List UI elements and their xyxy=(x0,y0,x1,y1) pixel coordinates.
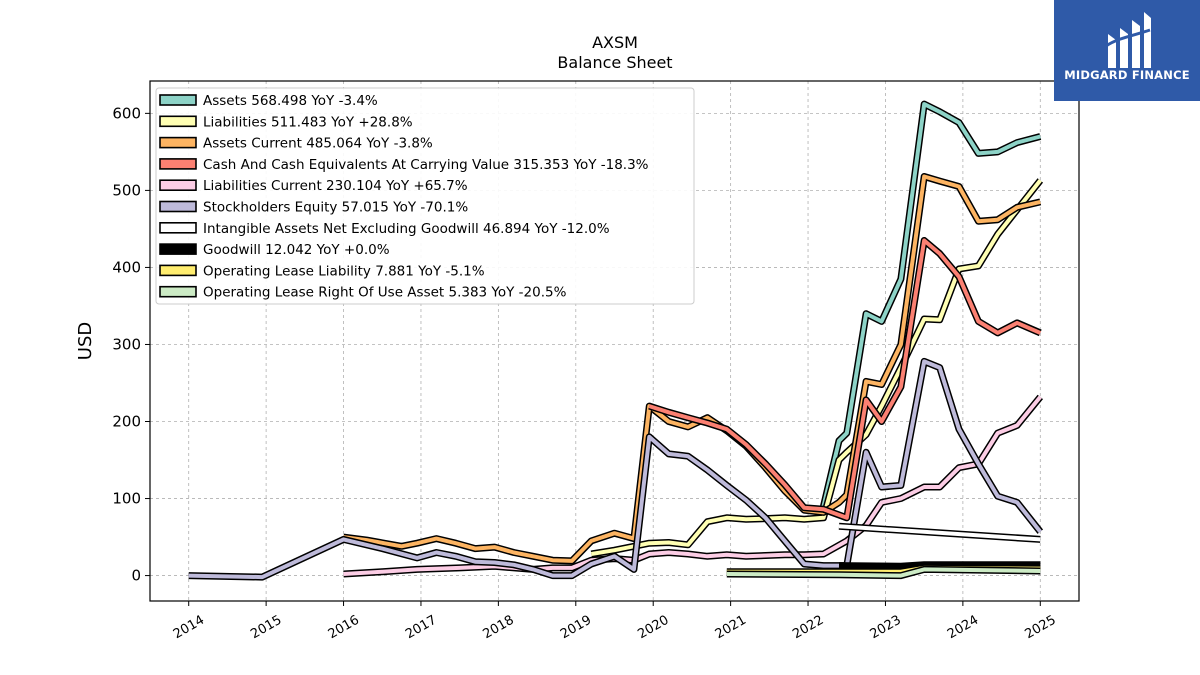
series-1 xyxy=(590,178,1044,558)
y-tick-label: 500 xyxy=(112,181,141,199)
x-tick-label: 2025 xyxy=(1022,613,1058,643)
series-line xyxy=(343,174,1041,563)
series-line xyxy=(726,567,1041,578)
series-line-outline xyxy=(188,357,1044,581)
x-tick-label: 2017 xyxy=(403,613,439,643)
series-5 xyxy=(188,357,1044,581)
series-3 xyxy=(648,237,1042,522)
series-line xyxy=(648,238,1042,520)
x-tick-label: 2014 xyxy=(171,613,207,643)
legend-entry: Stockholders Equity 57.015 YoY -70.1% xyxy=(203,200,468,216)
legend-swatch xyxy=(159,136,197,149)
plot-frame xyxy=(149,80,1080,602)
x-tick-label: 2021 xyxy=(713,613,749,643)
legend-entry: Liabilities Current 230.104 YoY +65.7% xyxy=(203,178,468,194)
legend-entry: Operating Lease Liability 7.881 YoY -5.1… xyxy=(203,263,485,279)
logo-text: MIDGARD FINANCE xyxy=(1064,68,1190,82)
y-axis: 0 100 200 300 400 500 600 xyxy=(112,104,150,585)
chart-title: AXSM xyxy=(592,33,638,52)
legend-box xyxy=(155,87,695,305)
series-line xyxy=(188,359,1042,580)
series-line-outline xyxy=(648,237,1042,522)
y-tick-label: 0 xyxy=(131,567,141,585)
y-axis-label: USD xyxy=(75,322,96,360)
y-tick-label: 200 xyxy=(112,413,141,431)
legend-entry: Liabilities 511.483 YoY +28.8% xyxy=(203,114,413,130)
legend-swatch xyxy=(159,222,197,234)
x-tick-label: 2024 xyxy=(945,613,981,643)
series-6 xyxy=(838,522,1041,543)
legend-swatch xyxy=(159,115,197,128)
x-tick-label: 2020 xyxy=(635,613,671,643)
y-tick-label: 400 xyxy=(112,258,141,276)
legend-entry: Operating Lease Right Of Use Asset 5.383… xyxy=(203,285,567,301)
series-line xyxy=(821,102,1041,507)
x-tick-label: 2015 xyxy=(248,613,284,643)
chart-subtitle: Balance Sheet xyxy=(557,53,672,72)
legend-entry: Cash And Cash Equivalents At Carrying Va… xyxy=(203,157,649,173)
x-tick-label: 2023 xyxy=(868,613,904,643)
x-tick-label: 2022 xyxy=(790,613,826,643)
y-tick-label: 100 xyxy=(112,490,141,508)
series-9 xyxy=(726,565,1041,580)
x-tick-label: 2019 xyxy=(558,613,594,643)
legend-swatch xyxy=(159,264,197,277)
x-axis: 2014 2015 2016 2017 2018 2019 2020 2021 2022 2023… xyxy=(171,601,1059,642)
legend-swatch xyxy=(159,200,197,213)
series-lines xyxy=(188,100,1044,581)
y-tick-label: 300 xyxy=(112,335,141,353)
legend-entry: Intangible Assets Net Excluding Goodwill… xyxy=(203,221,610,237)
legend-swatch xyxy=(159,179,197,191)
y-tick-label: 600 xyxy=(112,104,141,122)
series-line xyxy=(590,179,1042,556)
legend-swatch xyxy=(159,94,197,106)
midgard-finance-logo: MIDGARD FINANCE xyxy=(1054,0,1200,101)
logo-mark-icon xyxy=(1105,12,1151,68)
legend-entry: Assets Current 485.064 YoY -3.8% xyxy=(203,136,433,152)
legend-swatch xyxy=(159,243,197,255)
series-0 xyxy=(820,100,1042,508)
legend-entry: Assets 568.498 YoY -3.4% xyxy=(203,93,378,109)
legend: Assets 568.498 YoY -3.4% Liabilities 511.… xyxy=(155,87,695,305)
series-2 xyxy=(343,173,1042,565)
legend-swatch xyxy=(159,158,197,170)
legend-swatch xyxy=(159,285,197,298)
x-tick-label: 2016 xyxy=(326,613,362,643)
series-line xyxy=(838,524,1041,542)
legend-entry: Goodwill 12.042 YoY +0.0% xyxy=(203,242,390,258)
x-tick-label: 2018 xyxy=(481,613,517,643)
